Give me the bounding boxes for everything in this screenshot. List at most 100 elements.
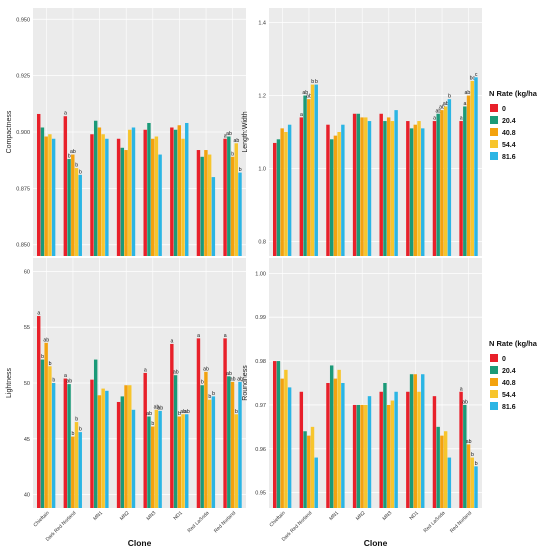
significance-letter: a [144, 367, 147, 373]
bar-dark-red-norland-40.8 [71, 154, 75, 256]
y-tick-label: 1.0 [258, 166, 266, 172]
bar-chieftain-0 [36, 113, 41, 256]
panel-lightness: 4045505560Lightnessababbbaabbbbaabbababa… [6, 258, 246, 548]
y-tick-label: 55 [24, 325, 30, 331]
significance-letter: b [212, 391, 215, 397]
y-tick-label: 1.2 [258, 94, 266, 100]
significance-letter: ab [157, 405, 163, 411]
bar-chieftain-81.6 [51, 383, 56, 508]
bar-chieftain-54.4 [48, 134, 52, 256]
bar-chieftain-54.4 [284, 369, 288, 508]
bar-dark-red-norland-81.6 [314, 457, 318, 508]
legend-label: 20.4 [502, 118, 516, 125]
significance-letter: ab [226, 131, 232, 137]
bar-mn1-20.4 [329, 139, 334, 256]
bar-mn2-81.6 [131, 127, 136, 256]
bar-red-lasoda-0 [196, 338, 201, 508]
significance-letter: b [75, 163, 78, 169]
y-axis-label: Compactness [6, 110, 13, 153]
bar-mn3-40.8 [150, 426, 155, 508]
y-tick-label: 50 [24, 381, 30, 387]
bar-mn1-81.6 [105, 138, 109, 256]
legend-label: 54.4 [502, 392, 516, 399]
legend-label: 81.6 [502, 404, 516, 411]
bar-mn1-20.4 [93, 359, 98, 508]
bar-red-lasoda-54.4 [207, 154, 212, 256]
bar-dark-red-norland-0 [299, 391, 304, 508]
significance-letter: b [231, 151, 234, 157]
significance-letter: b [201, 380, 204, 386]
bar-red-norland-54.4 [470, 457, 474, 508]
significance-letter: b [475, 461, 478, 467]
bar-mn3-0 [379, 113, 383, 256]
bar-dark-red-norland-81.6 [78, 432, 82, 508]
y-tick-label: 40 [24, 493, 30, 499]
bar-chieftain-40.8 [280, 378, 284, 508]
legend-swatch [490, 140, 498, 148]
legend-swatch [490, 354, 498, 362]
significance-letter: b [311, 79, 314, 85]
significance-letter: ab [146, 411, 152, 417]
bar-red-norland-0 [459, 391, 463, 508]
significance-letter: a [37, 311, 40, 317]
legend-swatch [490, 116, 498, 124]
x-tick-label: Chieftain [269, 510, 287, 528]
bar-nd1-20.4 [173, 129, 178, 256]
legend-label: 40.8 [502, 380, 516, 387]
bar-red-lasoda-54.4 [207, 399, 212, 508]
bar-mn2-20.4 [120, 396, 125, 508]
x-tick-label: MN3 [146, 510, 158, 522]
significance-letter: b [52, 378, 55, 384]
bar-chieftain-54.4 [48, 366, 52, 508]
x-tick-label: MN2 [119, 510, 131, 522]
bar-red-lasoda-81.6 [447, 457, 452, 508]
legend-swatch [490, 402, 498, 410]
significance-letter: b [178, 411, 181, 417]
significance-letter: a [197, 333, 200, 339]
bar-mn2-0 [352, 113, 357, 256]
bar-red-norland-40.8 [466, 444, 471, 508]
x-tick-label: MN2 [355, 510, 367, 522]
significance-letter: b [151, 421, 154, 427]
bar-mn3-81.6 [158, 154, 162, 256]
bar-mn3-81.6 [394, 110, 398, 256]
significance-letter: c [475, 72, 478, 78]
bar-mn2-20.4 [356, 404, 361, 508]
significance-letter: b [71, 431, 74, 437]
x-axis-title: Clone [128, 538, 152, 548]
bar-mn1-54.4 [337, 369, 341, 508]
bar-mn2-81.6 [131, 409, 136, 508]
bar-red-norland-54.4 [234, 414, 238, 508]
bar-mn2-0 [352, 404, 357, 508]
bar-mn1-81.6 [341, 124, 345, 257]
bar-red-lasoda-54.4 [443, 106, 448, 257]
bar-chieftain-0 [36, 316, 41, 508]
x-tick-label: Red Norland [213, 510, 237, 534]
bar-red-lasoda-54.4 [443, 431, 448, 508]
significance-letter: ab [66, 379, 72, 385]
bar-mn3-81.6 [158, 410, 162, 508]
legend: N Rate (kg/ha) 0 20.4 40.8 54.4 81.6 [489, 89, 537, 161]
bar-dark-red-norland-81.6 [78, 174, 82, 256]
bar-chieftain-0 [272, 142, 277, 256]
x-tick-label: Red LaSoda [423, 510, 447, 534]
bar-mn2-40.8 [360, 117, 364, 256]
y-tick-label: 0.950 [16, 17, 30, 23]
y-tick-label: 1.00 [255, 271, 266, 277]
bar-dark-red-norland-81.6 [314, 84, 318, 257]
bar-mn2-54.4 [364, 117, 368, 256]
x-tick-label: ND1 [409, 510, 420, 521]
bar-mn2-40.8 [124, 385, 128, 508]
bar-chieftain-81.6 [287, 387, 292, 508]
significance-letter: b [239, 167, 242, 173]
y-tick-label: 0.8 [258, 239, 266, 245]
y-tick-label: 0.925 [16, 74, 30, 80]
bar-chieftain-0 [272, 361, 277, 508]
significance-letter: b [235, 409, 238, 415]
bar-red-norland-40.8 [466, 95, 471, 256]
significance-letter: ab [154, 404, 160, 410]
x-tick-label: MN1 [92, 510, 104, 522]
legend-swatch [490, 378, 498, 386]
significance-letter: b [79, 169, 82, 175]
